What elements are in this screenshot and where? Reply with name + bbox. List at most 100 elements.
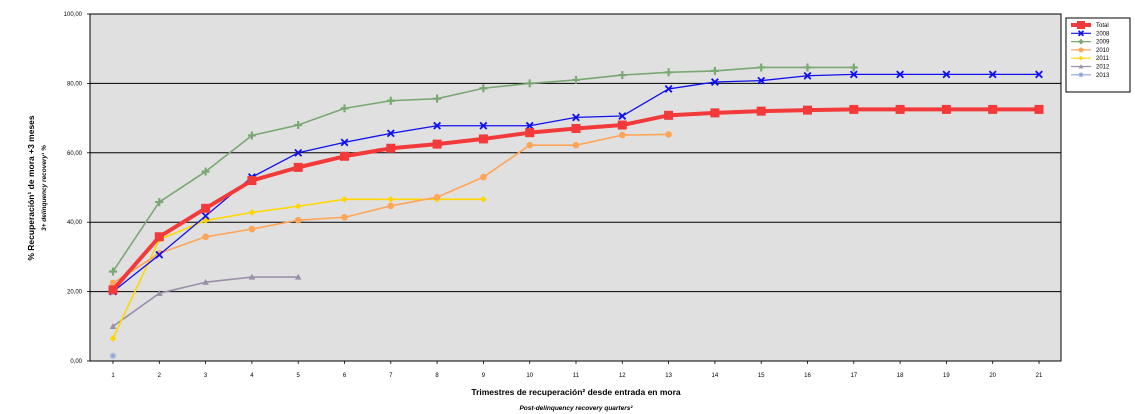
data-point-2013 [109, 352, 117, 360]
data-point-2009 [849, 63, 858, 72]
data-point-total [478, 134, 488, 144]
data-point-2012 [248, 273, 256, 280]
y-axis-tick-labels: 0,00 20,00 40,00 60,00 80,00 100,00 [64, 12, 83, 365]
gridlines [87, 13, 1061, 364]
y-tick-label: 0,00 [70, 359, 82, 365]
data-point-2008 [1035, 70, 1043, 79]
data-point-total [756, 106, 766, 116]
x-tick-label: 1 [111, 373, 115, 379]
data-point-2008 [710, 78, 719, 86]
data-point-2008 [294, 148, 303, 157]
legend-box [1065, 17, 1131, 93]
series-lines [108, 63, 1044, 360]
data-point-total [988, 104, 998, 114]
data-point-2009 [803, 63, 812, 72]
x-tick-label: 5 [297, 373, 301, 379]
x-axis-title: Trimestres de recuperación² desde entrad… [471, 387, 681, 397]
data-point-2008 [525, 121, 534, 130]
y-tick-label: 60,00 [67, 151, 83, 157]
legend-item-2012: 2012 [1071, 64, 1110, 71]
data-point-2010 [109, 279, 117, 287]
data-point-2008 [340, 138, 349, 147]
legend-label: 2013 [1096, 73, 1110, 79]
x-tick-label: 6 [343, 373, 347, 379]
data-point-total [201, 203, 211, 213]
data-point-2011 [341, 195, 348, 203]
series-2013 [109, 352, 117, 360]
legend-label: 2011 [1096, 56, 1110, 62]
data-point-2012 [109, 323, 117, 329]
x-tick-label: 17 [850, 373, 857, 379]
data-point-2008 [201, 212, 210, 220]
data-point-2010 [572, 141, 580, 149]
data-point-2010 [619, 131, 626, 139]
data-point-2008 [896, 70, 905, 79]
data-point-total [108, 285, 118, 295]
data-point-2009 [479, 84, 488, 93]
data-point-2008 [757, 76, 766, 85]
data-point-2010 [526, 141, 533, 149]
legend-item-2008: 2008 [1071, 30, 1110, 37]
y-tick-label: 40,00 [67, 220, 83, 226]
legend-swatch-marker [1077, 21, 1085, 29]
data-point-2008 [803, 71, 812, 80]
data-point-2009 [572, 75, 580, 84]
data-point-2010 [387, 202, 395, 210]
data-point-total [895, 104, 905, 114]
x-tick-label: 3 [204, 373, 208, 379]
x-tick-label: 19 [943, 373, 950, 379]
data-point-2011 [294, 202, 302, 210]
legend-label: Total [1096, 23, 1109, 29]
data-point-2011 [480, 195, 487, 203]
data-point-2009 [757, 63, 766, 72]
x-tick-label: 21 [1036, 373, 1043, 379]
series-2008 [109, 70, 1043, 296]
data-point-2009 [386, 96, 395, 105]
data-point-2011 [248, 209, 256, 216]
data-point-2012 [202, 278, 209, 285]
legend-item-2010: 2010 [1071, 47, 1110, 54]
x-tick-label: 15 [758, 373, 765, 379]
x-tick-label: 4 [250, 373, 254, 379]
data-point-2010 [480, 173, 487, 181]
data-point-total [571, 124, 581, 134]
x-tick-label: 9 [482, 373, 486, 379]
data-point-2009 [618, 71, 627, 80]
data-point-2008 [386, 129, 395, 138]
data-point-2010 [202, 233, 209, 241]
y-tick-label: 100,00 [64, 12, 83, 18]
data-point-2009 [109, 267, 117, 276]
data-point-2010 [665, 131, 672, 138]
data-point-2009 [664, 68, 673, 77]
data-point-2008 [942, 70, 951, 79]
legend-item-2013: 2013 [1071, 72, 1110, 79]
legend-label: 2009 [1096, 40, 1110, 46]
data-point-total [525, 128, 535, 138]
legend-swatch-marker [1078, 39, 1084, 44]
legend-items: Total 2008 2009 2010 2011 2012 2013 [1071, 21, 1110, 79]
series-2010 [109, 131, 672, 287]
data-point-total [293, 162, 303, 172]
y-axis-subtitle: 3+ delinquency recovery¹ % [41, 145, 48, 231]
data-point-total [803, 105, 812, 115]
series-2009 [109, 63, 858, 276]
x-tick-label: 12 [619, 373, 626, 379]
x-tick-label: 20 [989, 373, 996, 379]
data-point-2008 [479, 121, 488, 130]
data-point-2010 [248, 225, 256, 233]
data-point-total [849, 104, 859, 114]
data-point-2010 [433, 193, 441, 201]
x-tick-label: 13 [665, 373, 672, 379]
data-point-total [432, 139, 442, 149]
y-axis-title: % Recuperación¹ de mora +3 meses [26, 115, 36, 261]
series-2012 [109, 273, 302, 329]
legend-item-total: Total [1071, 21, 1109, 29]
data-point-2009 [710, 66, 719, 75]
data-point-total [710, 108, 720, 118]
data-point-2009 [525, 79, 534, 88]
legend-label: 2008 [1096, 31, 1110, 37]
x-tick-label: 14 [712, 373, 719, 379]
data-point-total [941, 104, 951, 114]
data-point-total [340, 151, 349, 161]
